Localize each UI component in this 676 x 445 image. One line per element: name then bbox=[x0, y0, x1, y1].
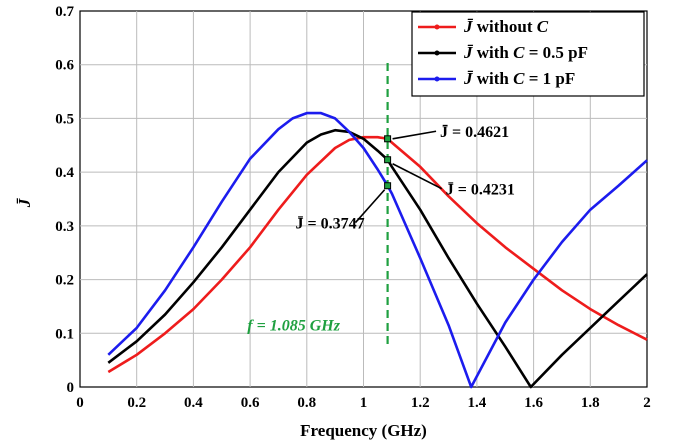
legend-label-2: J̄ with C = 1 pF bbox=[463, 69, 575, 88]
annotation-arrow bbox=[392, 130, 437, 140]
x-tick-label: 1.4 bbox=[468, 395, 487, 411]
y-axis-title-text: J̄ bbox=[15, 197, 34, 208]
annotations: J̄ = 0.4621 J̄ = 0.4231 J̄ = 0.3747 bbox=[295, 123, 514, 233]
y-tick-label: 0.7 bbox=[55, 4, 74, 20]
y-tick-label: 0.4 bbox=[55, 165, 74, 181]
annotation-point bbox=[384, 182, 392, 190]
frequency-marker: f = 1.085 GHz bbox=[247, 63, 389, 347]
annotation-arrow bbox=[354, 189, 386, 224]
y-tick-label: 0.1 bbox=[55, 326, 74, 342]
annotation-point bbox=[384, 156, 392, 164]
frequency-marker-label: f = 1.085 GHz bbox=[247, 318, 340, 335]
legend-label-1: J̄ with C = 0.5 pF bbox=[463, 43, 588, 62]
x-tick-label: 0.4 bbox=[184, 395, 203, 411]
legend-swatch-dot-2 bbox=[434, 76, 440, 82]
y-tick-label: 0.2 bbox=[55, 273, 74, 289]
y-tick-label: 0.5 bbox=[55, 111, 74, 127]
annotation-arrow bbox=[392, 163, 443, 190]
y-tick-label: 0.6 bbox=[55, 58, 74, 74]
y-axis-title: J̄ bbox=[15, 197, 34, 208]
x-tick-label: 0 bbox=[76, 395, 84, 411]
x-tick-label: 1.6 bbox=[524, 395, 543, 411]
annotation-label: J̄ = 0.4231 bbox=[446, 180, 515, 198]
y-tick-label: 0.3 bbox=[55, 219, 74, 235]
legend-label-0: J̄ without C bbox=[463, 17, 549, 36]
annotation-label: J̄ = 0.4621 bbox=[440, 123, 509, 141]
x-tick-label: 1 bbox=[360, 395, 368, 411]
annotation-label: J̄ = 0.3747 bbox=[295, 214, 364, 232]
legend: J̄ without C J̄ with C = 0.5 pF J̄ with C … bbox=[411, 11, 645, 97]
y-tick-label: 0 bbox=[67, 380, 75, 396]
x-tick-label: 1.8 bbox=[581, 395, 600, 411]
series-line-0 bbox=[107, 135, 648, 374]
annotation-point bbox=[384, 135, 392, 143]
series-lines bbox=[107, 111, 648, 389]
series-line-2 bbox=[107, 111, 648, 389]
x-tick-label: 1.2 bbox=[411, 395, 430, 411]
legend-swatch-dot-0 bbox=[434, 24, 440, 30]
legend-swatch-dot-1 bbox=[434, 50, 440, 56]
x-tick-label: 0.8 bbox=[297, 395, 316, 411]
tick-labels: 0 0.2 0.4 0.6 0.8 1 1.2 1.4 1.6 1.8 2 0 0.1 0.2 0.3 0.4… bbox=[55, 4, 651, 411]
x-tick-label: 0.2 bbox=[127, 395, 146, 411]
x-tick-label: 0.6 bbox=[241, 395, 260, 411]
x-axis-title: Frequency (GHz) bbox=[300, 421, 427, 440]
series-line-1 bbox=[107, 128, 648, 389]
x-tick-label: 2 bbox=[643, 395, 651, 411]
